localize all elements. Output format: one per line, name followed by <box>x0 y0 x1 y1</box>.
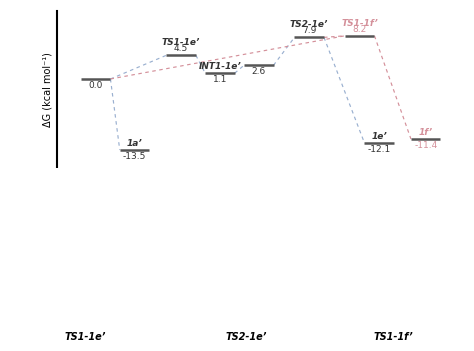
Text: INT1-1e’: INT1-1e’ <box>199 62 241 71</box>
Text: 1.1: 1.1 <box>213 75 227 84</box>
Y-axis label: ΔG (kcal mol⁻¹): ΔG (kcal mol⁻¹) <box>43 52 53 127</box>
Text: -13.5: -13.5 <box>123 152 146 161</box>
Text: TS1-1e’: TS1-1e’ <box>162 38 201 47</box>
Text: 1f’: 1f’ <box>419 128 433 137</box>
Text: -11.4: -11.4 <box>414 141 438 150</box>
Text: 7.9: 7.9 <box>302 26 317 35</box>
Text: TS1-1f’: TS1-1f’ <box>341 19 378 28</box>
Text: TS2-1e’: TS2-1e’ <box>290 20 328 29</box>
Text: TS2-1e’: TS2-1e’ <box>226 332 267 343</box>
Text: 1a’: 1a’ <box>127 139 142 148</box>
Text: 1e’: 1e’ <box>371 132 387 140</box>
Text: 8.2: 8.2 <box>353 25 367 34</box>
Text: -12.1: -12.1 <box>367 145 391 154</box>
Text: TS1-1e’: TS1-1e’ <box>64 332 106 343</box>
Text: TS1-1f’: TS1-1f’ <box>374 332 413 343</box>
Text: 4.5: 4.5 <box>174 44 188 53</box>
Text: 0.0: 0.0 <box>89 81 103 90</box>
Text: 2.6: 2.6 <box>252 67 266 77</box>
